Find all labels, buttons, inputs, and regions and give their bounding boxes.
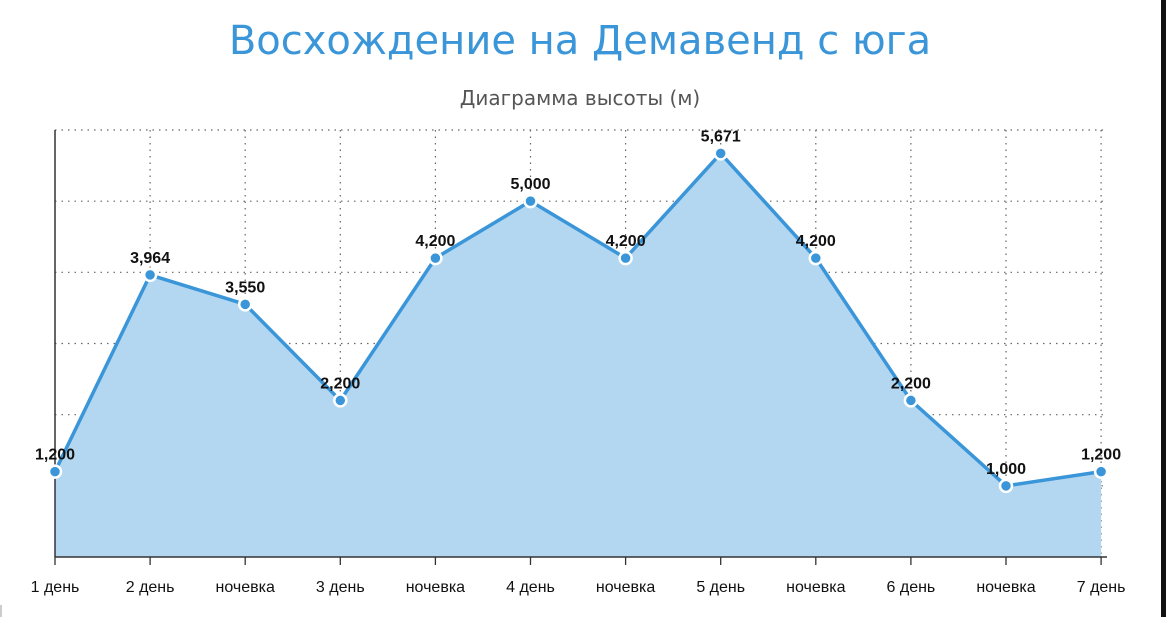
- x-tick-label: 5 день: [696, 579, 745, 596]
- x-tick-label: ночевка: [596, 579, 655, 596]
- x-ticks: [54, 557, 1102, 565]
- window-edge-mark: [0, 605, 2, 617]
- data-point: [428, 250, 443, 266]
- x-tick-label: 2 день: [126, 579, 175, 596]
- series-line: [53, 151, 1102, 488]
- data-label: 3,550: [225, 279, 265, 296]
- data-point: [237, 297, 253, 312]
- data-point: [618, 250, 633, 266]
- data-label: 3,964: [130, 250, 170, 267]
- data-label: 4,200: [606, 233, 646, 250]
- data-label: 4,200: [415, 233, 455, 250]
- data-label: 2,200: [891, 375, 931, 392]
- data-label: 5,000: [510, 176, 550, 193]
- data-point: [998, 478, 1014, 494]
- x-tick-label: 3 день: [316, 579, 365, 596]
- data-labels: 1,200 3,964 3,550 2,200 4,200 5,000 4,200 5,671…: [35, 128, 1121, 477]
- window-edge: [1161, 0, 1166, 617]
- x-tick-label: ночевка: [216, 579, 275, 596]
- data-label: 5,671: [701, 128, 741, 145]
- data-label: 1,200: [1081, 447, 1121, 464]
- chart-subtitle: Диаграмма высоты (м): [459, 86, 701, 110]
- x-tick-label: ночевка: [406, 579, 465, 596]
- x-tick-label: 7 день: [1077, 579, 1126, 596]
- area-fill: [55, 153, 1102, 558]
- data-point: [713, 146, 728, 161]
- data-points: [47, 146, 1109, 494]
- data-point: [142, 267, 158, 283]
- data-label: 4,200: [796, 233, 836, 250]
- data-label: 2,200: [320, 375, 360, 392]
- data-point: [47, 464, 63, 479]
- x-tick-label: 1 день: [31, 579, 80, 596]
- data-point: [1093, 464, 1109, 479]
- data-point: [523, 193, 538, 209]
- x-tick-label: 4 день: [506, 579, 555, 596]
- data-point: [333, 393, 348, 408]
- chart-title: Восхождение на Демавенд с юга: [228, 18, 932, 64]
- x-tick-label: ночевка: [786, 579, 845, 596]
- data-label: 1,200: [35, 447, 75, 464]
- data-point: [903, 393, 919, 408]
- x-tick-labels: 1 день 2 день ночевка 3 день ночевка 4 день но…: [31, 579, 1126, 596]
- data-point: [808, 250, 824, 266]
- data-label: 1,000: [986, 461, 1026, 478]
- x-tick-label: ночевка: [976, 579, 1035, 596]
- x-tick-label: 6 день: [887, 579, 936, 596]
